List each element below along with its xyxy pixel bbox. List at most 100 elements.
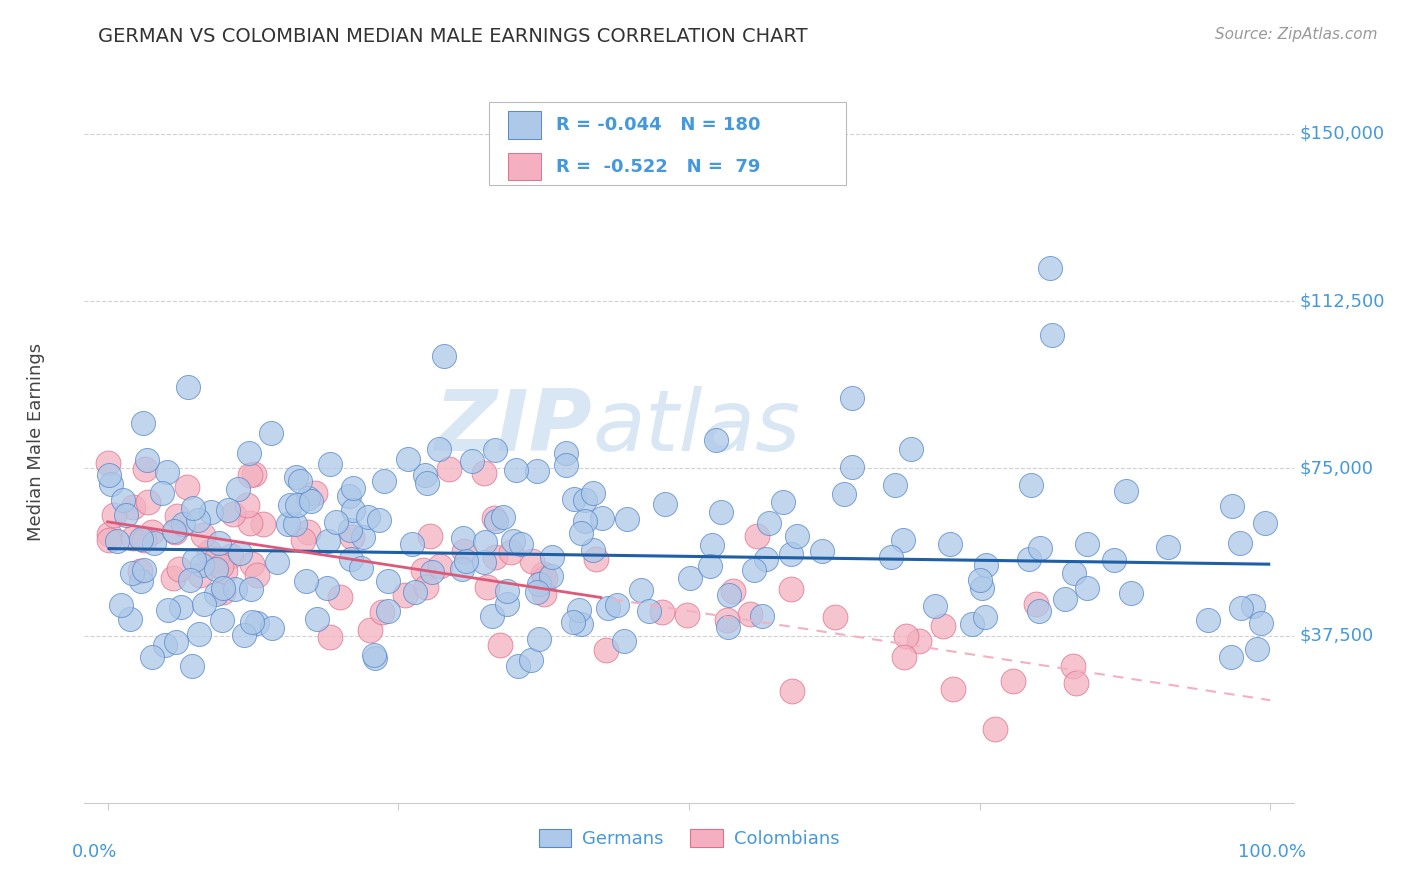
Point [288, 474, 311, 488]
Point [520, 554, 543, 568]
Point [217, 503, 239, 517]
Point [472, 555, 495, 569]
Point [1220, 650, 1243, 665]
Point [339, 523, 361, 537]
Point [716, 613, 738, 627]
Point [105, 534, 128, 549]
Point [527, 576, 550, 591]
Point [492, 510, 515, 524]
Point [1062, 659, 1084, 673]
Point [226, 482, 249, 496]
Point [742, 563, 765, 577]
Point [396, 452, 419, 467]
Point [894, 629, 917, 643]
Point [277, 516, 299, 531]
Point [1076, 537, 1098, 551]
Text: ZIP: ZIP [434, 385, 592, 468]
Point [1197, 613, 1219, 627]
Point [569, 526, 592, 541]
Text: $75,000: $75,000 [1299, 459, 1374, 477]
Point [318, 457, 340, 471]
Point [651, 605, 673, 619]
Point [191, 558, 214, 573]
Point [183, 553, 205, 567]
Point [278, 498, 301, 512]
Point [747, 529, 769, 543]
Point [780, 547, 803, 561]
Point [131, 417, 153, 431]
Legend: Germans, Colombians: Germans, Colombians [531, 822, 846, 855]
Point [204, 562, 226, 576]
Point [292, 533, 315, 547]
Point [1157, 541, 1180, 555]
Point [702, 538, 724, 552]
Point [613, 634, 636, 648]
Point [340, 531, 363, 545]
Point [357, 510, 380, 524]
Point [172, 517, 194, 532]
Point [122, 500, 145, 514]
Point [169, 600, 191, 615]
Point [429, 558, 451, 573]
Point [141, 650, 163, 665]
Point [841, 391, 863, 405]
Text: atlas: atlas [592, 385, 800, 468]
Point [540, 569, 562, 583]
Point [555, 446, 578, 460]
Point [404, 585, 426, 599]
Point [370, 605, 392, 619]
Point [141, 525, 163, 540]
Point [285, 499, 308, 513]
Point [136, 453, 159, 467]
Point [340, 552, 363, 566]
Point [143, 536, 166, 550]
Point [157, 603, 180, 617]
Point [526, 465, 548, 479]
Point [214, 565, 236, 579]
Point [240, 615, 263, 629]
Point [900, 442, 922, 456]
Point [637, 604, 659, 618]
Point [115, 508, 138, 522]
Text: $112,500: $112,500 [1299, 292, 1385, 310]
Point [704, 434, 727, 448]
Point [103, 508, 125, 523]
Point [880, 550, 903, 565]
Point [721, 584, 744, 599]
Text: $37,500: $37,500 [1299, 626, 1374, 645]
Point [562, 491, 585, 506]
Point [153, 639, 176, 653]
Point [368, 513, 391, 527]
Point [1246, 642, 1268, 657]
Point [136, 495, 159, 509]
Point [450, 562, 472, 576]
Point [299, 494, 322, 508]
Point [176, 480, 198, 494]
Point [294, 574, 316, 589]
Point [177, 380, 200, 394]
Point [561, 615, 583, 629]
Point [1040, 327, 1063, 342]
Point [297, 491, 319, 505]
Point [1039, 260, 1062, 275]
Point [373, 474, 395, 488]
Point [606, 598, 628, 612]
Point [938, 537, 960, 551]
Point [238, 446, 260, 460]
Point [1029, 541, 1052, 555]
Point [377, 604, 399, 618]
Point [451, 531, 474, 545]
Point [342, 503, 364, 517]
Point [284, 517, 307, 532]
Point [1220, 500, 1243, 514]
Point [110, 598, 132, 612]
Point [717, 620, 740, 634]
Point [758, 516, 780, 531]
Point [942, 681, 965, 696]
Point [304, 486, 326, 500]
Point [319, 630, 342, 644]
Point [98, 533, 121, 548]
Point [505, 463, 527, 477]
Point [960, 617, 983, 632]
Point [568, 603, 591, 617]
